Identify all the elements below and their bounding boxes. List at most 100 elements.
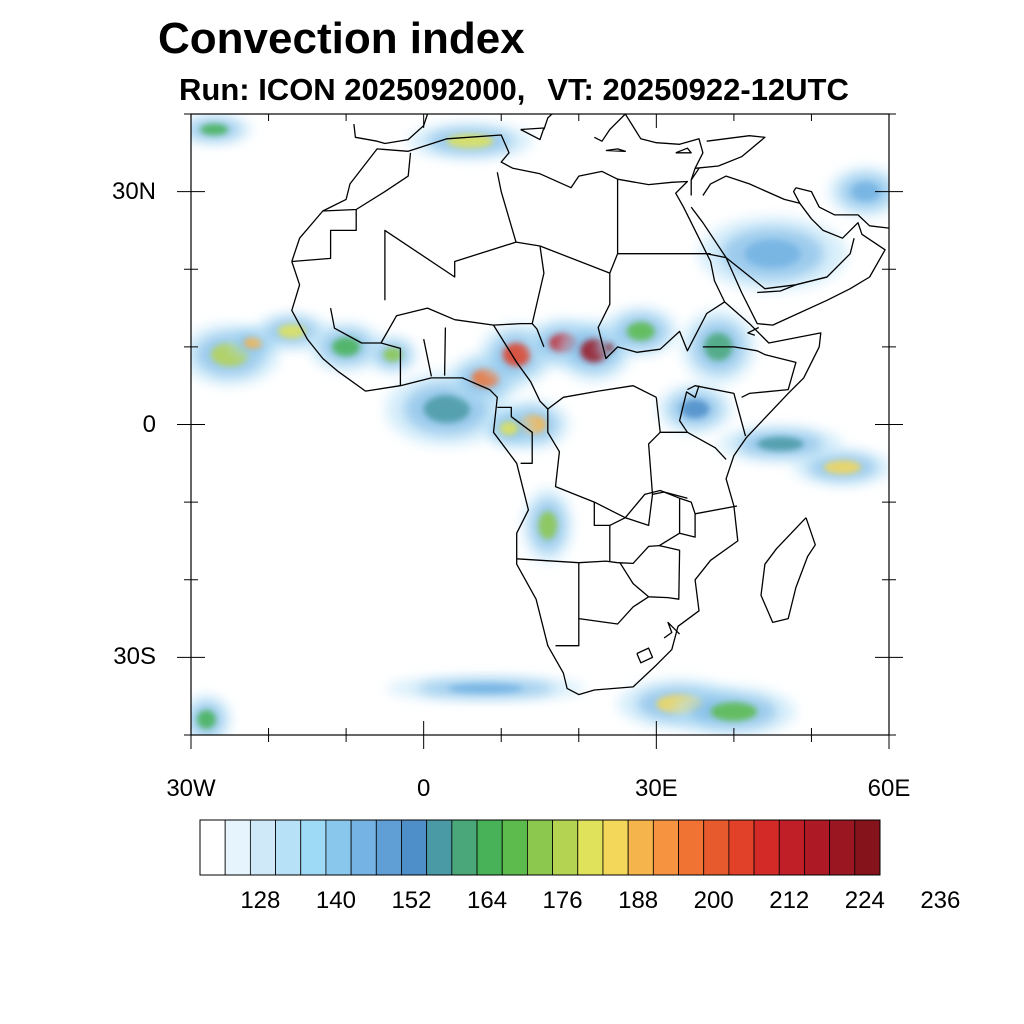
colorbar-swatch (426, 819, 453, 876)
colorbar-tick-label: 188 (618, 887, 659, 914)
africa-coastline (291, 134, 822, 696)
valid-time-label: VT: 20250922-12UTC (547, 72, 849, 107)
colorbar-tick-label: 224 (844, 887, 885, 914)
convection-cell-core (710, 702, 758, 722)
colorbar-tick-label: 140 (315, 887, 356, 914)
country-border (555, 562, 580, 647)
colorbar-swatch (728, 819, 755, 876)
lon-tick-label: 30W (166, 775, 216, 802)
colorbar-tick-label: 176 (542, 887, 583, 914)
convection-cell-core (200, 123, 229, 136)
chart-title: Convection index (158, 14, 525, 63)
colorbar-swatch (753, 819, 780, 876)
convection-cell (698, 216, 848, 291)
cyprus-coastline (675, 147, 692, 154)
country-border (636, 647, 654, 664)
country-border (322, 152, 412, 212)
country-border (757, 276, 828, 294)
convection-cell (671, 686, 796, 735)
colorbar-swatch (350, 819, 377, 876)
colorbar-frame (199, 819, 881, 876)
convection-cell-core (197, 710, 216, 729)
convection-cell-core (499, 421, 519, 436)
convection-cell-core (823, 460, 862, 475)
colorbar (199, 819, 881, 876)
convection-cell (603, 306, 679, 357)
country-border (687, 385, 747, 437)
colorbar-swatch (375, 819, 402, 876)
convection-field (191, 114, 889, 735)
convection-cell (386, 676, 585, 701)
convection-cell-core (744, 239, 801, 268)
colorbar-swatch (224, 819, 251, 876)
colorbar-swatch (552, 819, 579, 876)
country-border (660, 431, 727, 460)
convection-cell-core (757, 436, 804, 451)
colorbar-swatch (577, 819, 604, 876)
country-border (423, 338, 433, 377)
colorbar-swatch (300, 819, 327, 876)
colorbar-swatch (527, 819, 553, 876)
italy-coastline (543, 114, 554, 130)
convection-cell-core (681, 399, 710, 419)
convection-cell-core (626, 322, 655, 341)
country-border (329, 307, 402, 386)
axis-ticks (177, 113, 903, 749)
colorbar-tick-label: 212 (769, 887, 810, 914)
colorbar-swatch (829, 819, 856, 876)
lat-tick-label: 0 (142, 410, 156, 438)
country-border (617, 544, 681, 600)
country-border (578, 596, 649, 625)
convection-cell (191, 694, 232, 735)
country-border (454, 319, 533, 326)
chart-subtitle: Run: ICON 2025092000, VT: 20250922-12UTC (179, 72, 849, 108)
country-border (690, 167, 700, 196)
colorbar-swatch (678, 819, 705, 876)
country-border (702, 346, 797, 398)
convection-cell (408, 122, 533, 160)
convection-cell (657, 384, 733, 434)
lon-tick-label: 60E (867, 775, 911, 802)
greece-coastline (594, 114, 626, 142)
colorbar-swatch (249, 819, 276, 876)
colorbar-swatch (804, 819, 831, 876)
country-border (515, 179, 619, 274)
colorbar-swatch (476, 819, 503, 876)
country-border (747, 326, 759, 336)
colorbar-tick-label: 200 (693, 887, 734, 914)
colorbar-tick-label: 236 (920, 887, 961, 914)
country-border (695, 135, 766, 169)
colorbar-swatch (854, 819, 881, 876)
colorbar-swatch (199, 819, 226, 876)
convection-cell-core (332, 337, 361, 357)
country-border (678, 385, 700, 433)
convection-cell-core (277, 324, 306, 339)
country-border (380, 307, 455, 344)
levant-coastline (624, 114, 704, 181)
colorbar-swatch (501, 819, 528, 876)
colorbar-swatch (451, 819, 478, 876)
convection-cell-core (538, 511, 558, 540)
convection-cell-core (243, 337, 263, 349)
madagascar-coastline (760, 517, 816, 624)
convection-cell (308, 322, 384, 372)
sicily-coastline (520, 127, 545, 141)
iran-coastline (795, 187, 889, 229)
convection-cell-core (502, 342, 531, 367)
convection-cell-core (851, 182, 880, 201)
run-label: Run: ICON 2025092000, (179, 72, 526, 107)
country-border (443, 327, 447, 376)
country-border (702, 175, 800, 204)
colorbar-swatch (401, 819, 428, 876)
country-border (497, 406, 533, 464)
convection-cell (191, 114, 252, 145)
country-border (694, 505, 738, 515)
colorbar-swatch (652, 819, 679, 876)
colorbar-swatch (778, 819, 805, 876)
country-border (597, 273, 725, 360)
colorbar-swatch (627, 819, 654, 876)
arabia-coastline (690, 187, 886, 326)
convection-cell (828, 166, 889, 217)
